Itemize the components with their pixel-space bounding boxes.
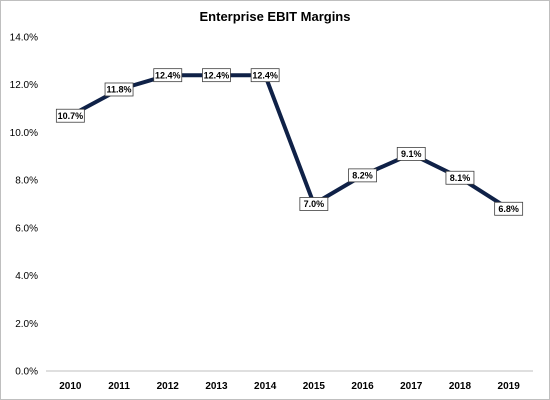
- data-label: 12.4%: [202, 68, 231, 83]
- data-label: 12.4%: [250, 68, 280, 83]
- data-label: 9.1%: [396, 146, 426, 161]
- x-tick-label: 2018: [449, 381, 472, 392]
- y-tick-label: 10.0%: [10, 128, 38, 139]
- x-tick-label: 2015: [303, 381, 326, 392]
- data-label-text: 8.1%: [450, 173, 471, 183]
- data-label-box: [104, 82, 134, 97]
- y-tick-label: 6.0%: [15, 223, 38, 234]
- data-label: 6.8%: [494, 201, 524, 216]
- x-tick-label: 2017: [400, 381, 423, 392]
- x-tick-label: 2013: [205, 381, 228, 392]
- data-label: 8.1%: [445, 170, 475, 185]
- x-tick-label: 2019: [498, 381, 521, 392]
- data-label-box: [250, 68, 280, 83]
- x-tick-label: 2011: [108, 381, 130, 392]
- x-tick-label: 2010: [59, 381, 82, 392]
- data-label-box: [494, 201, 524, 216]
- y-tick-label: 14.0%: [10, 33, 38, 44]
- series-line: [68, 73, 511, 211]
- data-label-text: 11.8%: [107, 85, 132, 95]
- data-label-text: 12.4%: [252, 70, 278, 80]
- y-axis: 0.0% 2.0% 4.0% 6.0% 8.0% 10.0% 12.0% 14.0%: [10, 33, 38, 378]
- data-label: 10.7%: [55, 108, 85, 123]
- data-label-box: [348, 168, 377, 183]
- data-label-text: 7.0%: [304, 199, 325, 209]
- y-tick-label: 0.0%: [15, 367, 38, 378]
- data-label-text: 8.2%: [352, 171, 373, 181]
- data-label-text: 10.7%: [58, 111, 84, 121]
- data-label: 7.0%: [299, 197, 329, 211]
- y-tick-label: 12.0%: [10, 80, 38, 91]
- data-label-box: [202, 68, 231, 83]
- series-ebit-margin: [68, 73, 511, 211]
- data-label-box: [153, 68, 183, 83]
- data-label-box: [445, 170, 475, 185]
- data-labels: 10.7% 11.8% 12.4% 12.4% 12.4% 7.0% 8.2% 9.1% 8.1…: [55, 68, 524, 216]
- data-label-text: 9.1%: [401, 149, 422, 159]
- y-tick-label: 4.0%: [15, 271, 38, 282]
- y-tick-label: 2.0%: [15, 319, 38, 330]
- x-tick-label: 2016: [351, 381, 374, 392]
- data-label-box: [55, 108, 85, 123]
- x-tick-label: 2012: [157, 381, 180, 392]
- data-label: 8.2%: [348, 168, 377, 183]
- y-tick-label: 8.0%: [15, 176, 38, 187]
- x-tick-label: 2014: [254, 381, 277, 392]
- data-label-box: [396, 146, 426, 161]
- data-label-text: 6.8%: [498, 204, 519, 214]
- data-label: 12.4%: [153, 68, 183, 83]
- data-label: 11.8%: [104, 82, 134, 97]
- chart-title: Enterprise EBIT Margins: [200, 9, 351, 24]
- x-axis: 2010 2011 2012 2013 2014 2015 2016 2017 2018 2019: [46, 370, 533, 392]
- data-label-text: 12.4%: [204, 70, 230, 80]
- data-label-box: [299, 197, 329, 211]
- data-label-text: 12.4%: [155, 70, 181, 80]
